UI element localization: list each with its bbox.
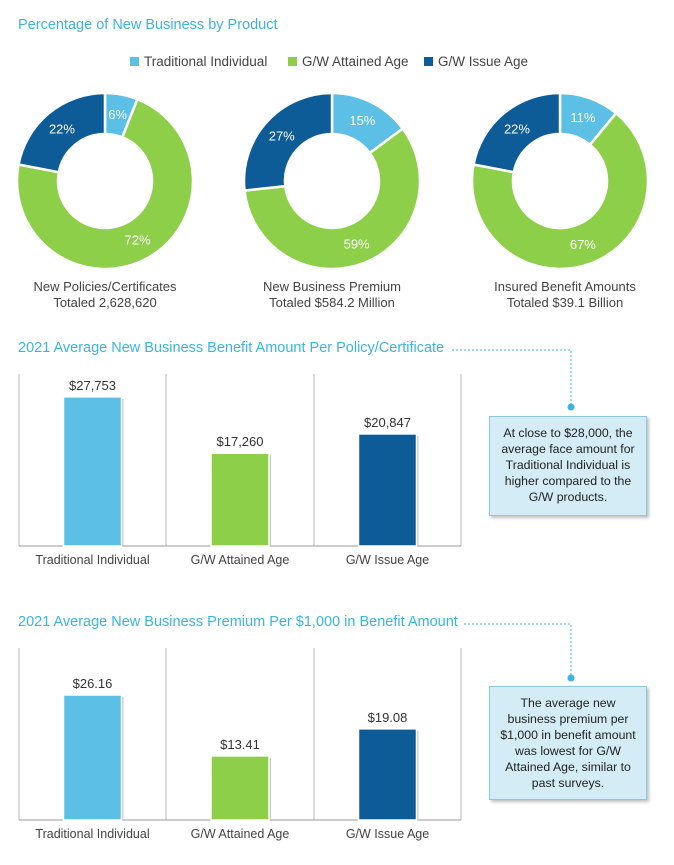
slice-label: 15%: [349, 113, 375, 128]
bar-category-label: G/W Issue Age: [346, 553, 429, 567]
donut-slice: [242, 91, 334, 192]
bar-category-label: Traditional Individual: [35, 827, 149, 841]
legend-label: Traditional Individual: [144, 54, 268, 69]
slice-label: 59%: [344, 236, 370, 251]
connector-line-1: [452, 349, 572, 405]
legend-swatch: [288, 57, 297, 66]
caption-line: New Business Premium: [263, 279, 401, 294]
bar-chart-benefit-amount: $27,753 Traditional Individual $17,260 G/W …: [18, 374, 462, 567]
bar: [62, 396, 123, 547]
donut-slice: [243, 126, 422, 271]
bar-value-label: $13.41: [220, 737, 260, 752]
bar-chart-2-title: 2021 Average New Business Premium Per $1…: [18, 614, 458, 630]
bar: [210, 755, 270, 821]
bar-value-label: $20,847: [364, 415, 411, 430]
donut-caption-premium: New Business Premium Totaled $584.2 Mill…: [232, 279, 432, 311]
donut-section-title: Percentage of New Business by Product: [18, 17, 278, 33]
bar-value-label: $19.08: [368, 710, 408, 725]
donut-slice: [472, 91, 562, 174]
slice-label: 72%: [125, 233, 151, 248]
caption-line: Totaled $39.1 Billion: [506, 295, 624, 310]
connector-dot-2: [567, 674, 575, 682]
bar: [62, 694, 123, 821]
bar-value-label: $27,753: [69, 378, 116, 393]
donut-slice: [15, 97, 195, 271]
donut-legend: Traditional Individual G/W Attained Age …: [0, 54, 674, 72]
connector-line-2: [464, 623, 572, 676]
slice-label: 22%: [504, 121, 530, 136]
bar-category-label: G/W Issue Age: [346, 827, 429, 841]
legend-item-traditional-individual: Traditional Individual: [130, 54, 267, 69]
legend-label: G/W Attained Age: [302, 54, 409, 69]
legend-swatch: [130, 57, 139, 66]
callout-premium: The average new business premium per $1,…: [489, 686, 647, 800]
donut-charts: 6% 72% 22% 15% 59% 27% 11% 67% 22%: [15, 91, 650, 271]
caption-line: Totaled $584.2 Million: [269, 295, 395, 310]
bar: [357, 728, 418, 821]
donut-premium: 15% 59% 27%: [242, 91, 422, 271]
donut-slice: [17, 91, 107, 174]
legend-item-gw-issue-age: G/W Issue Age: [424, 54, 528, 69]
bar-category-label: G/W Attained Age: [191, 827, 290, 841]
legend-label: G/W Issue Age: [438, 54, 529, 69]
legend-item-gw-attained-age: G/W Attained Age: [288, 54, 409, 69]
caption-line: Insured Benefit Amounts: [494, 279, 636, 294]
bar: [357, 433, 418, 547]
donut-caption-benefit: Insured Benefit Amounts Totaled $39.1 Bi…: [465, 279, 665, 311]
caption-line: New Policies/Certificates: [33, 279, 177, 294]
slice-label: 22%: [49, 121, 75, 136]
bar-chart-premium: $26.16 Traditional Individual $13.41 G/W At…: [18, 648, 462, 841]
legend-swatch: [424, 57, 433, 66]
callout-benefit-amount: At close to $28,000, the average face am…: [489, 416, 647, 516]
slice-label: 6%: [108, 107, 127, 122]
slice-label: 27%: [269, 128, 295, 143]
donut-policies: 6% 72% 22%: [15, 91, 195, 271]
donut-slice: [470, 111, 650, 271]
slice-label: 11%: [570, 110, 595, 125]
connector-dot-1: [567, 403, 575, 411]
donut-caption-policies: New Policies/Certificates Totaled 2,628,…: [5, 279, 205, 311]
bar-category-label: Traditional Individual: [35, 553, 149, 567]
bar: [210, 452, 270, 547]
caption-line: Totaled 2,628,620: [53, 295, 157, 310]
bar-value-label: $17,260: [217, 434, 264, 449]
donut-benefit: 11% 67% 22%: [470, 91, 650, 271]
bar-category-label: G/W Attained Age: [191, 553, 290, 567]
bar-chart-1-title: 2021 Average New Business Benefit Amount…: [18, 340, 445, 356]
bar-value-label: $26.16: [73, 676, 113, 691]
slice-label: 67%: [570, 237, 596, 252]
